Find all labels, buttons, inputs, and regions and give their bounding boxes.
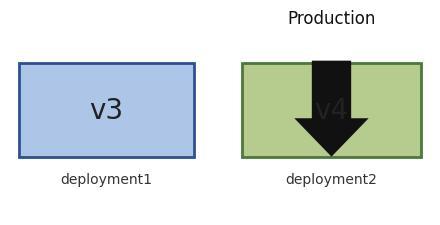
Text: deployment1: deployment1	[60, 173, 152, 187]
Text: v4: v4	[315, 96, 348, 124]
FancyBboxPatch shape	[242, 64, 421, 157]
Polygon shape	[294, 61, 369, 157]
FancyBboxPatch shape	[19, 64, 194, 157]
Text: Production: Production	[287, 10, 376, 28]
Text: v3: v3	[89, 96, 123, 124]
Text: deployment2: deployment2	[286, 173, 378, 187]
